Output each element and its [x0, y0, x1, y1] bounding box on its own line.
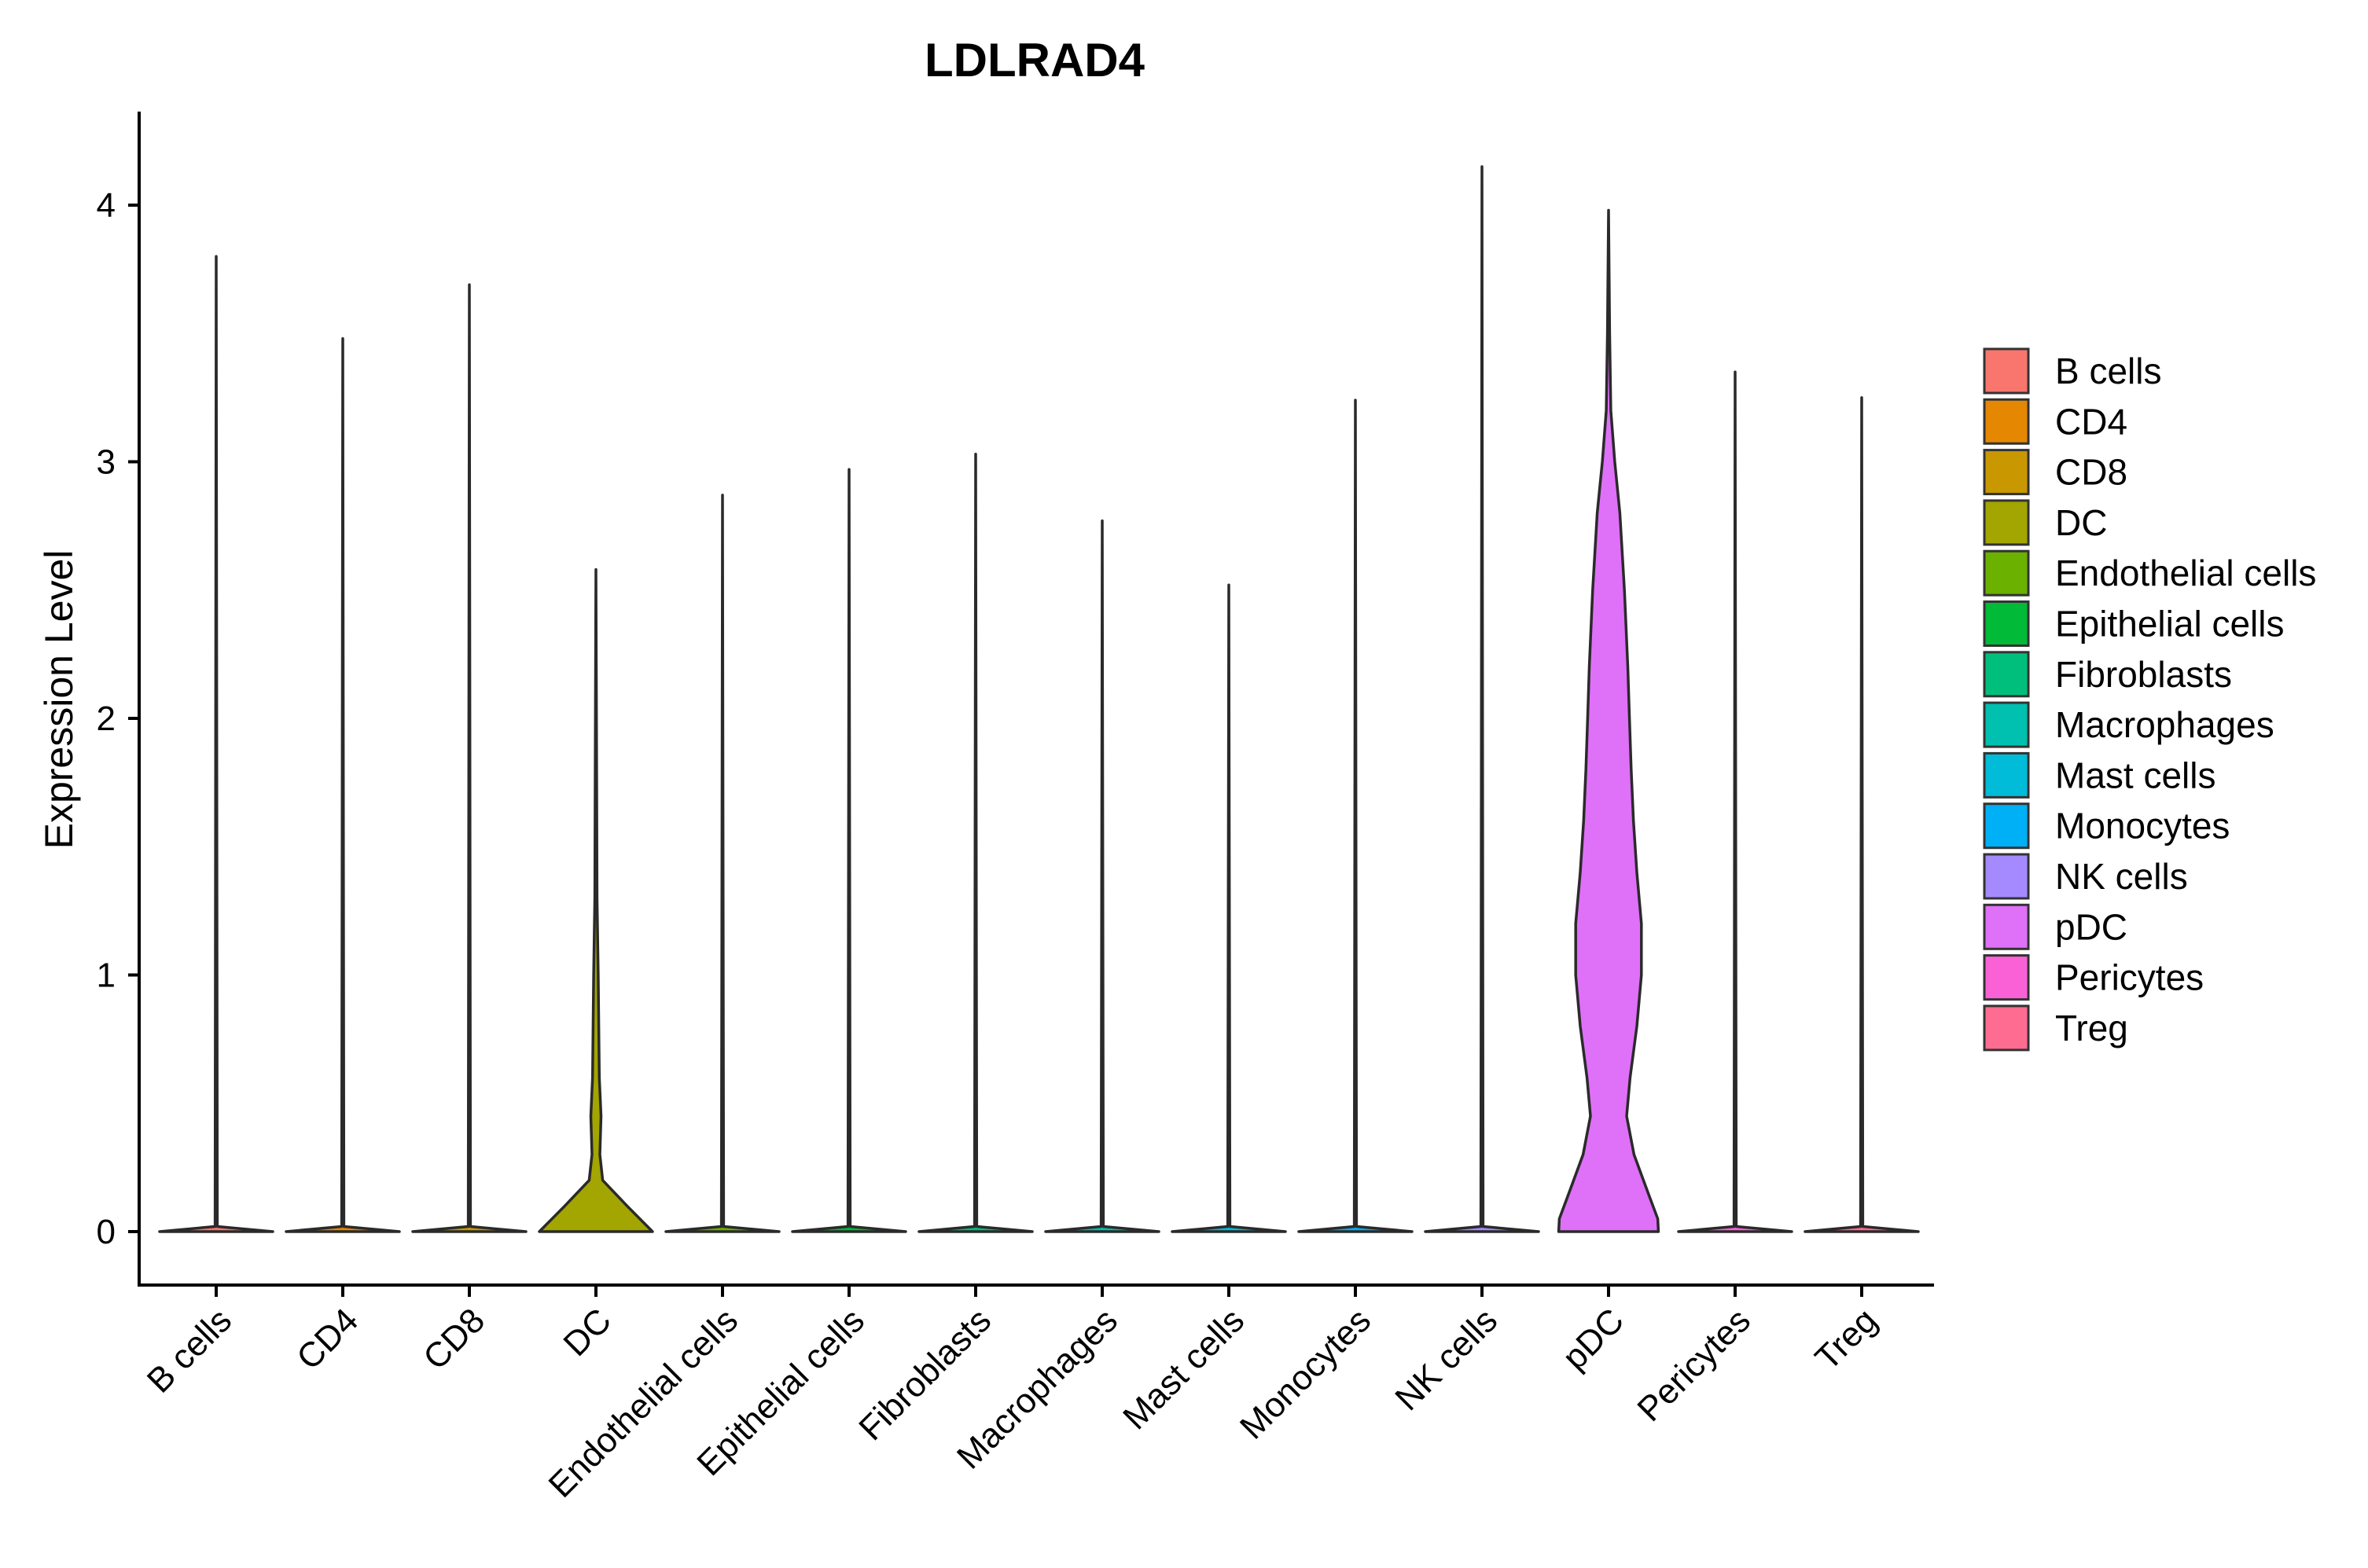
- violin-mast-cells: [1171, 583, 1287, 1233]
- legend-key-treg: [1983, 1004, 2030, 1052]
- y-tick-label: 1: [97, 957, 116, 995]
- x-tick-label-pericytes: Pericytes: [1630, 1301, 1758, 1429]
- violin-nk-cells: [1424, 165, 1540, 1233]
- x-tick-label-pdc: pDC: [1555, 1301, 1631, 1377]
- legend-key-b-cells: [1983, 347, 2030, 395]
- violin-b-cells: [158, 255, 274, 1233]
- legend-label-pericytes: Pericytes: [2055, 957, 2204, 998]
- x-tick-label-mast-cells: Mast cells: [1116, 1301, 1252, 1437]
- legend-key-endothelial-cells: [1983, 549, 2030, 597]
- legend-key-dc: [1983, 499, 2030, 546]
- legend-label-endothelial-cells: Endothelial cells: [2055, 553, 2316, 593]
- legend-key-cd4: [1983, 398, 2030, 445]
- violin-macrophages: [1044, 519, 1160, 1233]
- legend-label-dc: DC: [2055, 502, 2107, 543]
- legend-label-epithelial-cells: Epithelial cells: [2055, 604, 2284, 644]
- y-tick-label: 4: [97, 186, 116, 225]
- legend-label-nk-cells: NK cells: [2055, 856, 2188, 897]
- legend-key-pdc: [1983, 903, 2030, 950]
- legend-key-macrophages: [1983, 701, 2030, 748]
- legend-key-epithelial-cells: [1983, 600, 2030, 647]
- violin-dc: [538, 567, 654, 1233]
- x-tick-label-cd4: CD4: [289, 1301, 366, 1377]
- x-tick-label-b-cells: B cells: [140, 1301, 239, 1400]
- legend-label-cd8: CD8: [2055, 452, 2127, 493]
- legend-key-nk-cells: [1983, 853, 2030, 900]
- violin-fibroblasts: [917, 452, 1034, 1233]
- violin-layer: [158, 165, 1920, 1233]
- y-tick-label: 3: [97, 443, 116, 482]
- legend-key-mast-cells: [1983, 751, 2030, 799]
- x-tick-label-monocytes: Monocytes: [1233, 1301, 1378, 1446]
- y-tick-label: 2: [97, 700, 116, 738]
- legend-label-cd4: CD4: [2055, 401, 2127, 442]
- legend-key-fibroblasts: [1983, 651, 2030, 698]
- legend-key-monocytes: [1983, 802, 2030, 850]
- violin-endothelial-cells: [664, 494, 781, 1233]
- legend: B cells CD4 CD8 DC Endothelial cells Epitheli…: [1983, 347, 2316, 1052]
- legend-key-cd8: [1983, 449, 2030, 496]
- y-axis-ticks: 0 1 2 3 4: [97, 186, 139, 1251]
- y-axis-title: Expression Level: [37, 550, 81, 850]
- legend-label-pdc: pDC: [2055, 906, 2127, 947]
- legend-label-treg: Treg: [2055, 1008, 2128, 1048]
- x-tick-label-treg: Treg: [1808, 1301, 1884, 1377]
- violin-pericytes: [1677, 370, 1793, 1233]
- x-tick-label-dc: DC: [556, 1301, 619, 1364]
- violin-cd8: [411, 283, 528, 1233]
- x-tick-label-nk-cells: NK cells: [1388, 1301, 1505, 1418]
- legend-label-b-cells: B cells: [2055, 351, 2161, 391]
- chart-title: LDLRAD4: [925, 34, 1145, 86]
- y-tick-label: 0: [97, 1213, 116, 1251]
- x-tick-label-cd8: CD8: [416, 1301, 492, 1377]
- legend-label-mast-cells: Mast cells: [2055, 755, 2215, 795]
- violin-cd4: [285, 337, 401, 1233]
- violin-pdc: [1557, 208, 1660, 1233]
- legend-label-macrophages: Macrophages: [2055, 704, 2274, 745]
- legend-label-monocytes: Monocytes: [2055, 806, 2230, 846]
- legend-label-fibroblasts: Fibroblasts: [2055, 654, 2232, 695]
- legend-key-pericytes: [1983, 954, 2030, 1001]
- violin-treg: [1804, 396, 1920, 1233]
- violin-epithelial-cells: [791, 468, 907, 1233]
- violin-monocytes: [1297, 398, 1414, 1233]
